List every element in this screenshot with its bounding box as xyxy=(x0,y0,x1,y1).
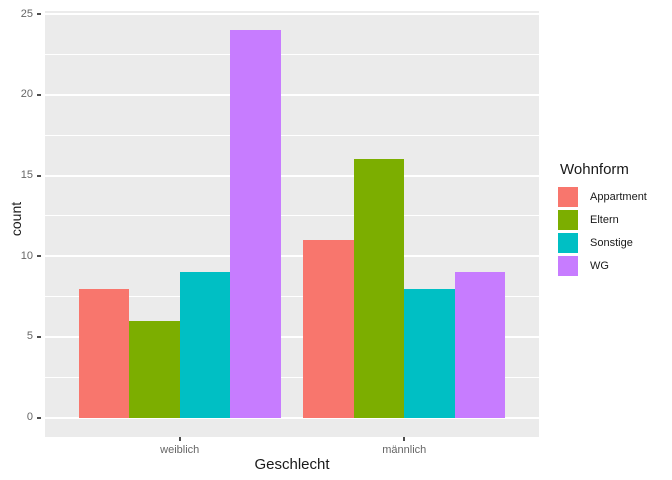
y-tick xyxy=(37,93,41,96)
gridline-major xyxy=(45,93,539,96)
y-tick xyxy=(37,416,41,419)
legend: Wohnform Appartment Eltern Sonstige WG xyxy=(558,161,647,279)
y-tick-label: 0 xyxy=(26,411,33,424)
y-tick-label: 25 xyxy=(20,7,33,20)
gridline-minor xyxy=(45,296,539,298)
bar-weiblich-Eltern xyxy=(129,320,180,418)
y-tick-label: 10 xyxy=(20,249,33,262)
legend-label: Eltern xyxy=(590,214,619,226)
legend-key-Sonstige xyxy=(558,233,578,253)
gridline-major xyxy=(45,416,539,419)
legend-entry-Sonstige: Sonstige xyxy=(558,233,647,253)
x-axis-title: Geschlecht xyxy=(254,456,330,473)
y-tick-label: 15 xyxy=(20,169,33,182)
legend-entry-Appartment: Appartment xyxy=(558,187,647,207)
y-axis-title: count xyxy=(8,201,24,237)
legend-key-Eltern xyxy=(558,210,578,230)
legend-key-Appartment xyxy=(558,187,578,207)
legend-label: Sonstige xyxy=(590,237,633,249)
gridline-major xyxy=(45,13,539,16)
legend-entries: Appartment Eltern Sonstige WG xyxy=(558,187,647,276)
legend-entry-Eltern: Eltern xyxy=(558,210,647,230)
bar-weiblich-Sonstige xyxy=(179,272,231,418)
bar-männlich-Sonstige xyxy=(404,288,455,418)
y-tick xyxy=(37,174,41,177)
legend-label: WG xyxy=(590,260,609,272)
y-tick xyxy=(37,335,41,338)
legend-entry-WG: WG xyxy=(558,256,647,276)
bar-männlich-WG xyxy=(454,272,506,418)
bar-männlich-Appartment xyxy=(303,240,354,418)
gridline-major xyxy=(45,255,539,258)
gridline-minor xyxy=(45,134,539,136)
x-tick xyxy=(403,437,406,441)
legend-label: Appartment xyxy=(590,191,647,203)
gridline-major xyxy=(45,335,539,338)
gridline-minor xyxy=(45,215,539,217)
gridline-minor xyxy=(45,376,539,378)
plot-panel xyxy=(45,11,539,437)
y-tick xyxy=(37,255,41,258)
y-tick-label: 5 xyxy=(26,330,33,343)
x-tick-label: weiblich xyxy=(160,444,200,456)
bar-weiblich-Appartment xyxy=(78,288,130,418)
x-tick xyxy=(178,437,181,441)
bar-männlich-Eltern xyxy=(353,159,405,418)
bar-weiblich-WG xyxy=(230,30,281,418)
gridline-major xyxy=(45,174,539,177)
y-tick-label: 20 xyxy=(20,88,33,101)
legend-key-WG xyxy=(558,256,578,276)
x-tick-label: männlich xyxy=(382,444,427,456)
gridline-minor xyxy=(45,54,539,56)
legend-title: Wohnform xyxy=(560,161,629,178)
y-tick xyxy=(37,13,41,16)
